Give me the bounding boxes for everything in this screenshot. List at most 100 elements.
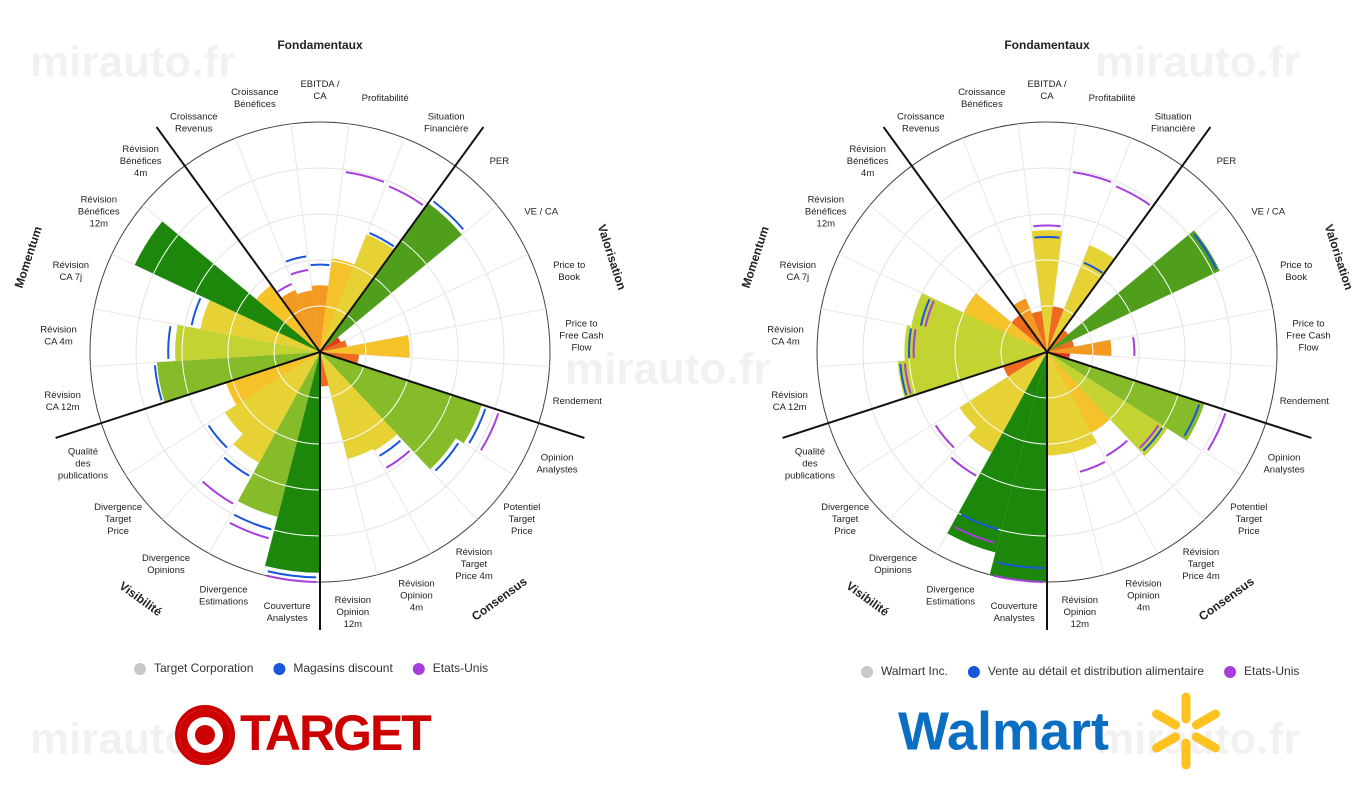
bar-segment-line: [325, 305, 338, 310]
logo: Walmart: [898, 701, 1109, 761]
group-label: Fondamentaux: [277, 38, 363, 52]
reference-arc: [378, 439, 402, 457]
bar: [320, 352, 374, 459]
bar-segment-line: [1152, 263, 1173, 294]
reference-arc: [201, 480, 234, 505]
category-label: Divergence Target Price: [821, 502, 869, 537]
bar: [175, 324, 320, 362]
bar-segment-line: [1002, 432, 1025, 442]
legend-label: Etats-Unis: [1244, 664, 1299, 678]
bar-segment-line: [277, 322, 285, 333]
reference-arc: [899, 363, 908, 396]
bar: [320, 352, 456, 470]
bar: [904, 325, 1047, 361]
bar: [1047, 245, 1115, 352]
bar-segment-line: [194, 263, 215, 294]
reference-arc: [1183, 404, 1201, 437]
bar-segment-line: [274, 529, 321, 537]
category-label: Révision Opinion 12m: [335, 594, 371, 629]
spoke: [1046, 253, 1256, 353]
reference-arc: [434, 442, 460, 472]
legend-label: Vente au détail et distribution alimenta…: [988, 664, 1204, 678]
reference-arc: [908, 328, 912, 359]
bar: [1047, 230, 1220, 352]
category-label: Divergence Opinions: [869, 552, 917, 575]
category-label: Rendement: [1280, 396, 1329, 407]
reference-arc: [1139, 424, 1160, 449]
category-label: Opinion Analystes: [536, 452, 577, 475]
category-label: Situation Financière: [1151, 111, 1195, 134]
legend-marker: [412, 663, 425, 675]
bar-segment-line: [382, 401, 399, 420]
bar-segment-line: [1001, 332, 1006, 344]
reference-arc: [190, 297, 202, 326]
category-label: Révision Bénéfices 4m: [120, 144, 162, 179]
reference-arc: [167, 325, 172, 359]
reference-arc: [1207, 413, 1227, 451]
bar: [320, 203, 462, 352]
bar-segment-line: [181, 326, 185, 361]
logo-icon: [1152, 709, 1181, 730]
category-label: Opinion Analystes: [1263, 452, 1304, 475]
bar-segment-line: [280, 376, 289, 386]
reference-arc: [934, 424, 955, 449]
reference-arc: [960, 513, 999, 531]
reference-arc: [310, 263, 330, 267]
reference-arc: [385, 450, 411, 469]
bar: [280, 289, 320, 352]
category-label: Croissance Bénéfices: [958, 87, 1006, 110]
bar: [320, 234, 395, 352]
category-label: Révision Opinion 12m: [1062, 594, 1098, 629]
legend-label: Walmart Inc.: [881, 664, 948, 678]
bar-segment-line: [1109, 401, 1126, 420]
category-label: Révision Bénéfices 4m: [847, 144, 889, 179]
category-label: Profitabilité: [1089, 93, 1136, 104]
bar: [320, 335, 410, 358]
legend-label: Target Corporation: [154, 661, 253, 675]
bar-segment-line: [341, 385, 352, 393]
group-separator: [319, 351, 585, 439]
category-label: Révision Opinion 4m: [1125, 578, 1161, 613]
bar: [1047, 340, 1075, 352]
bar-segment-line: [1024, 391, 1036, 398]
bar-segment-line: [302, 305, 315, 310]
category-label: Révision Bénéfices 12m: [78, 194, 120, 229]
bar: [320, 337, 341, 352]
group-separator: [1046, 126, 1212, 353]
bar-segment-line: [968, 401, 985, 420]
group-label: Valorisation: [1322, 223, 1356, 292]
category-label: Divergence Target Price: [94, 502, 142, 537]
bar: [1047, 352, 1168, 456]
group-separator: [319, 126, 485, 353]
polar-chart: FondamentauxValorisationConsensusVisibil…: [12, 38, 629, 630]
category-label: Couverture Analystes: [264, 600, 311, 623]
bar: [320, 352, 398, 451]
reference-arc: [903, 363, 912, 394]
category-label: Price to Free Cash Flow: [1286, 318, 1330, 353]
bar-segment-line: [1001, 529, 1048, 537]
legend-label: Etats-Unis: [433, 661, 488, 675]
category-label: Rendement: [553, 396, 602, 407]
bar-segment-line: [227, 334, 231, 358]
group-separator: [55, 351, 321, 439]
bar: [265, 352, 320, 573]
category-label: Révision CA 4m: [767, 324, 803, 347]
bar-segment-line: [297, 391, 309, 398]
bar: [963, 293, 1047, 352]
bar-segment-line: [253, 472, 286, 487]
reference-arc: [996, 561, 1044, 570]
reference-arc: [954, 526, 995, 544]
logo-icon: [1191, 709, 1220, 730]
group-separator: [782, 351, 1048, 439]
reference-arc: [919, 298, 931, 326]
legend-marker: [273, 663, 286, 675]
reference-arc: [924, 300, 935, 327]
logo-icon: [175, 705, 235, 765]
bar: [1047, 352, 1073, 456]
reference-arc: [1193, 233, 1218, 270]
bar-segment-line: [236, 293, 250, 314]
legend: Walmart Inc. Vente au détail et distribut…: [861, 664, 1299, 678]
group-label: Valorisation: [595, 223, 629, 292]
reference-arc: [1132, 336, 1136, 357]
group-label: Visibilité: [844, 579, 892, 619]
